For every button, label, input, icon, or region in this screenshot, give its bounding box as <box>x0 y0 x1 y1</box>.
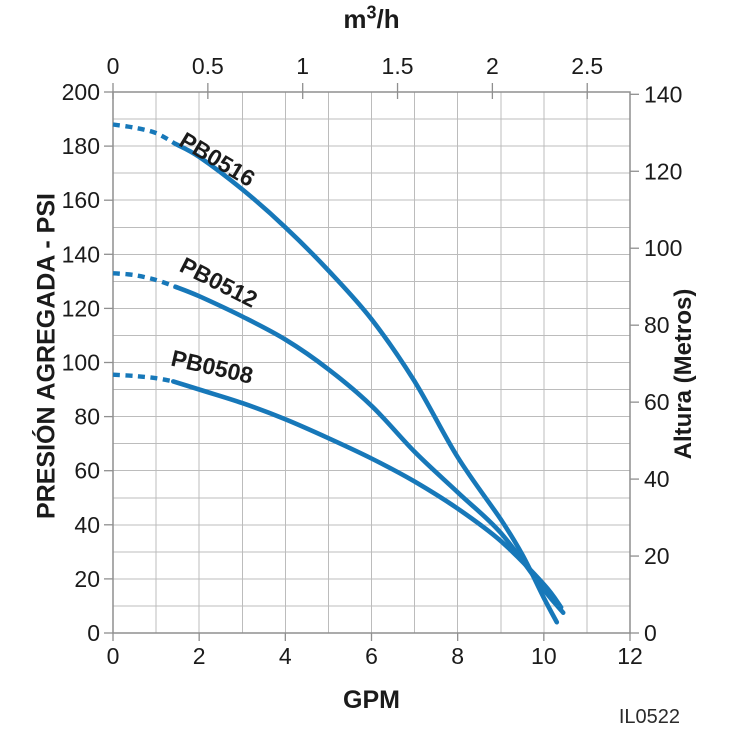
top-axis-tick-label: 0 <box>107 53 120 79</box>
top-axis-tick-label: 2.5 <box>571 53 603 79</box>
curve-label-PB0516: PB0516 <box>175 127 260 192</box>
top-axis-tick-label: 0.5 <box>192 53 224 79</box>
bottom-axis-title: GPM <box>343 686 400 714</box>
left-axis-tick-label: 0 <box>87 620 100 646</box>
left-axis-tick-label: 120 <box>62 295 100 321</box>
top-axis-title-unit: /h <box>376 4 400 34</box>
bottom-axis-tick-label: 0 <box>107 643 120 669</box>
right-axis-tick-label: 40 <box>644 466 670 492</box>
top-axis-tick-label: 1.5 <box>382 53 414 79</box>
pump-curve-PB0516 <box>173 141 560 625</box>
top-axis-title: m3/h <box>113 2 630 35</box>
pump-curve-PB0508 <box>171 379 564 610</box>
left-axis-tick-label: 60 <box>74 458 100 484</box>
left-axis-tick-label: 20 <box>74 566 100 592</box>
top-axis-tick-label: 1 <box>296 53 309 79</box>
right-axis-tick-label: 0 <box>644 620 657 646</box>
right-axis-tick-label: 140 <box>644 81 682 107</box>
bottom-axis-tick-label: 8 <box>451 643 464 669</box>
left-axis-tick-label: 180 <box>62 133 100 159</box>
top-axis-title-superscript: 3 <box>366 2 377 23</box>
left-axis-tick-label: 200 <box>62 79 100 105</box>
bottom-axis-tick-label: 12 <box>617 643 643 669</box>
right-axis-tick-label: 60 <box>644 389 670 415</box>
bottom-axis-tick-label: 6 <box>365 643 378 669</box>
right-axis-tick-label: 120 <box>644 158 682 184</box>
top-axis-tick-label: 2 <box>486 53 499 79</box>
pump-curve-dashed-PB0516 <box>112 122 177 146</box>
bottom-axis-tick-label: 2 <box>193 643 206 669</box>
right-axis-tick-label: 80 <box>644 312 670 338</box>
pump-curve-dashed-PB0512 <box>112 271 177 289</box>
bottom-axis-tick-label: 4 <box>279 643 292 669</box>
left-axis-tick-label: 80 <box>74 404 100 430</box>
pump-curve-dashed-PB0508 <box>112 372 174 384</box>
left-axis-title: PRESIÓN AGREGADA - PSI <box>32 193 61 519</box>
figure-code: IL0522 <box>618 706 680 728</box>
top-axis-title-base: m <box>343 4 367 34</box>
right-axis-title: Altura (Metros) <box>670 288 697 460</box>
left-axis-tick-label: 100 <box>62 350 100 376</box>
left-axis-tick-label: 40 <box>74 512 100 538</box>
bottom-axis-tick-label: 10 <box>531 643 557 669</box>
left-axis-tick-label: 140 <box>62 241 100 267</box>
left-axis-tick-label: 160 <box>62 187 100 213</box>
right-axis-tick-label: 20 <box>644 543 670 569</box>
right-axis-tick-label: 100 <box>644 235 682 261</box>
